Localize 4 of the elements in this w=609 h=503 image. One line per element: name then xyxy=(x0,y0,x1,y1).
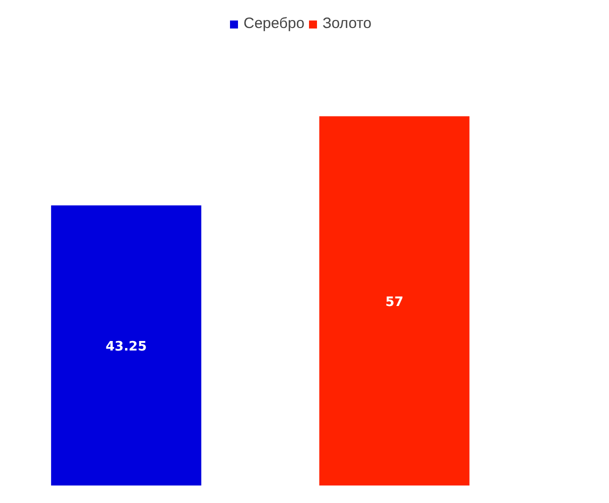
legend-label: Серебро xyxy=(243,15,304,32)
data-label: 43.25 xyxy=(106,339,147,354)
data-label: 57 xyxy=(385,294,404,310)
legend-label: Золото xyxy=(322,15,372,32)
